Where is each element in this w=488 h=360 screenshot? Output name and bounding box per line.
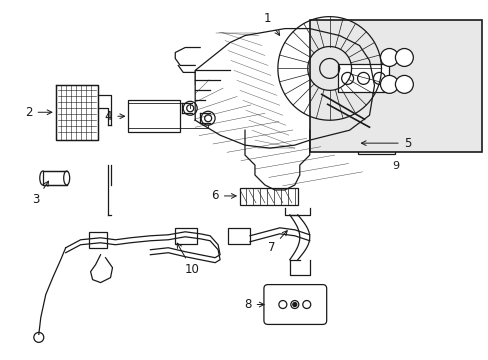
Circle shape xyxy=(292,302,296,306)
Text: 4: 4 xyxy=(104,110,124,123)
Text: 2: 2 xyxy=(25,106,52,119)
Bar xyxy=(337,64,388,92)
Circle shape xyxy=(380,49,398,67)
Text: 1: 1 xyxy=(264,12,279,35)
Circle shape xyxy=(204,115,211,122)
Text: 8: 8 xyxy=(244,298,264,311)
Circle shape xyxy=(395,49,412,67)
Bar xyxy=(128,100,180,132)
Circle shape xyxy=(302,301,310,309)
Bar xyxy=(227,228,249,244)
Text: 5: 5 xyxy=(361,137,410,150)
Bar xyxy=(42,171,66,185)
Circle shape xyxy=(357,72,369,84)
Text: 3: 3 xyxy=(32,181,48,206)
Circle shape xyxy=(183,101,197,115)
Circle shape xyxy=(290,301,298,309)
Circle shape xyxy=(278,301,286,309)
Circle shape xyxy=(341,72,353,84)
FancyBboxPatch shape xyxy=(264,285,326,324)
Circle shape xyxy=(201,111,215,125)
Bar xyxy=(88,232,106,248)
Text: 9: 9 xyxy=(391,161,398,171)
Circle shape xyxy=(186,105,193,112)
Circle shape xyxy=(380,75,398,93)
Circle shape xyxy=(373,72,385,84)
Text: 10: 10 xyxy=(177,243,199,276)
Circle shape xyxy=(34,332,44,342)
Bar xyxy=(309,20,481,152)
Bar xyxy=(56,85,98,140)
Text: 7: 7 xyxy=(267,231,286,254)
Bar xyxy=(357,132,395,154)
Bar xyxy=(175,228,197,244)
Ellipse shape xyxy=(63,171,69,185)
Circle shape xyxy=(368,139,376,147)
Circle shape xyxy=(395,75,412,93)
Bar xyxy=(240,188,297,205)
Text: 6: 6 xyxy=(211,189,236,202)
Circle shape xyxy=(358,139,366,147)
